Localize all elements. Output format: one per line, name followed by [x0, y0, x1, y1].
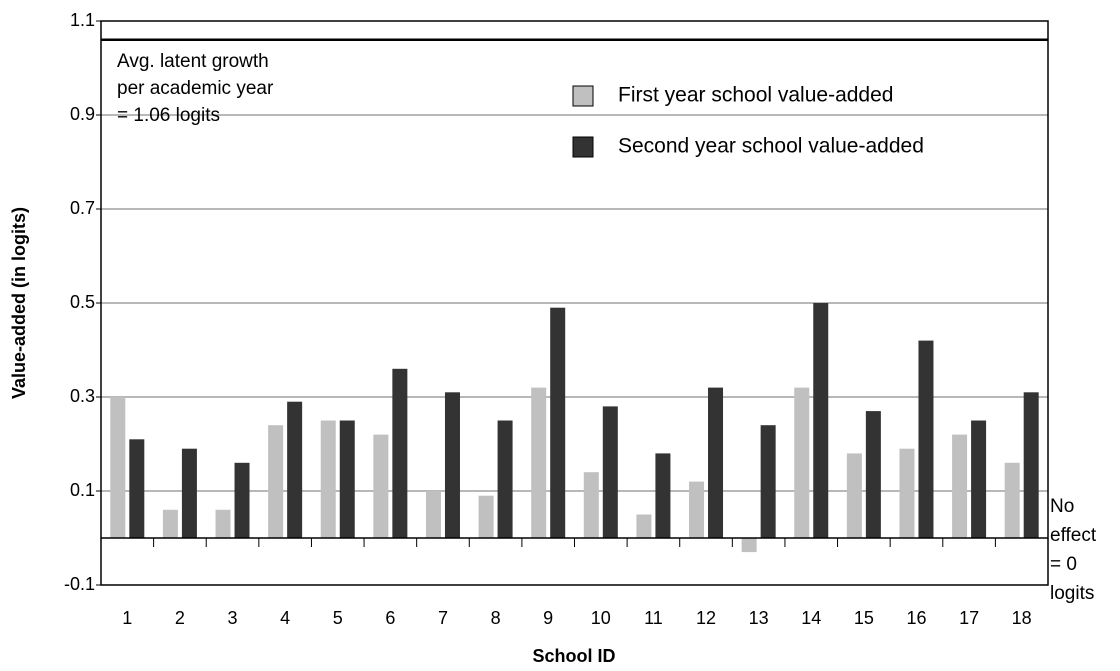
- bar: [1023, 392, 1039, 538]
- bar: [918, 340, 934, 538]
- bar: [741, 538, 757, 553]
- annotation: effect: [1050, 525, 1097, 546]
- bar: [865, 411, 881, 538]
- bar: [899, 448, 915, 538]
- bar: [1004, 462, 1020, 538]
- bar: [268, 425, 284, 538]
- x-tick-label: 12: [696, 608, 716, 628]
- bar: [181, 448, 197, 538]
- y-tick-label: -0.1: [64, 574, 95, 594]
- x-tick-label: 13: [749, 608, 769, 628]
- x-tick-label: 4: [280, 608, 290, 628]
- bar: [550, 307, 566, 538]
- plot-border: [100, 20, 1049, 586]
- y-tick-label: 1.1: [70, 10, 95, 30]
- x-tick-label: 11: [644, 608, 663, 628]
- bar: [162, 509, 178, 538]
- bar: [497, 420, 513, 538]
- annotation: = 1.06 logits: [117, 105, 220, 126]
- bar: [373, 434, 389, 538]
- bar: [794, 387, 810, 538]
- bar: [846, 453, 862, 538]
- y-tick-label: 0.5: [70, 292, 95, 312]
- x-tick-label: 2: [175, 608, 185, 628]
- legend-label: Second year school value-added: [618, 135, 924, 158]
- y-tick-label: 0.3: [70, 386, 95, 406]
- bar: [813, 303, 829, 538]
- bar: [583, 472, 599, 538]
- x-tick-label: 10: [591, 608, 611, 628]
- legend-swatch: [572, 85, 594, 107]
- annotation: = 0: [1050, 554, 1077, 575]
- bar: [129, 439, 145, 538]
- bar: [971, 420, 987, 538]
- bar: [339, 420, 355, 538]
- x-tick-label: 3: [228, 608, 238, 628]
- bar: [531, 387, 547, 538]
- x-tick-label: 7: [438, 608, 448, 628]
- bar: [425, 491, 441, 538]
- x-tick-label: 18: [1012, 608, 1032, 628]
- x-tick-label: 14: [801, 608, 821, 628]
- bar: [636, 514, 652, 538]
- bar: [760, 425, 776, 538]
- x-tick-label: 1: [122, 608, 132, 628]
- bar: [444, 392, 460, 538]
- annotation: logits: [1050, 583, 1094, 604]
- x-tick-label: 16: [906, 608, 926, 628]
- bar: [215, 509, 231, 538]
- x-axis-title: School ID: [532, 646, 615, 666]
- legend-label: First year school value-added: [618, 84, 893, 107]
- bar: [110, 397, 126, 538]
- bar: [655, 453, 671, 538]
- x-tick-label: 9: [543, 608, 553, 628]
- y-tick-label: 0.1: [70, 480, 95, 500]
- x-tick-label: 17: [959, 608, 979, 628]
- bar: [287, 401, 303, 538]
- x-tick-label: 8: [491, 608, 501, 628]
- bar: [234, 462, 250, 538]
- x-tick-label: 15: [854, 608, 874, 628]
- bar: [478, 495, 494, 538]
- annotation: Avg. latent growth: [117, 51, 269, 72]
- bar: [952, 434, 968, 538]
- bar: [392, 368, 408, 538]
- annotation: per academic year: [117, 78, 274, 99]
- y-tick-label: 0.7: [70, 198, 95, 218]
- bar: [320, 420, 336, 538]
- bar: [689, 481, 705, 538]
- x-tick-label: 5: [333, 608, 343, 628]
- bar: [602, 406, 618, 538]
- legend-swatch: [572, 136, 594, 158]
- annotation: No: [1050, 496, 1074, 517]
- bar: [708, 387, 724, 538]
- y-tick-label: 0.9: [70, 104, 95, 124]
- y-axis-title: Value-added (in logits): [9, 207, 29, 399]
- x-tick-label: 6: [385, 608, 395, 628]
